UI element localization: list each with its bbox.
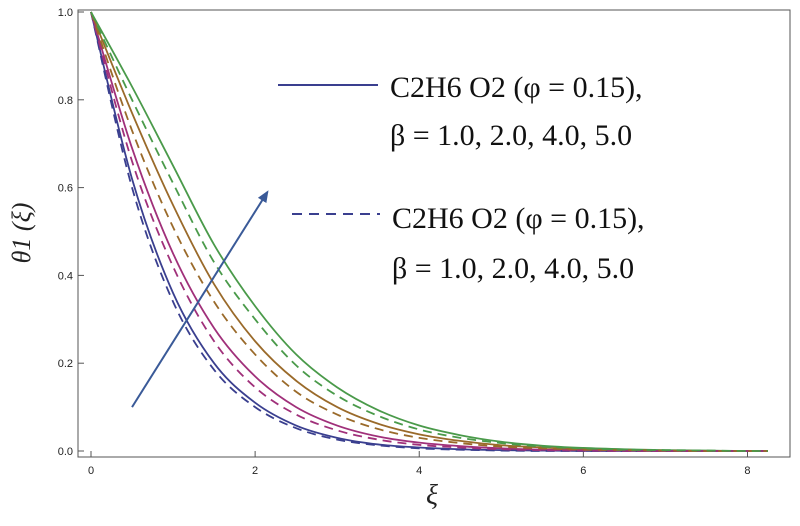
y-tick-label: 0.0 bbox=[58, 446, 73, 458]
x-tick-label: 0 bbox=[88, 465, 94, 477]
legend-dashed-line2: β = 1.0, 2.0, 4.0, 5.0 bbox=[392, 252, 634, 285]
legend-solid-line2: β = 1.0, 2.0, 4.0, 5.0 bbox=[390, 119, 632, 152]
y-tick-label: 0.6 bbox=[58, 183, 73, 195]
annotation-arrow bbox=[131, 190, 269, 408]
x-axis-title: ξ bbox=[426, 480, 438, 511]
legend-dashed-line1: C2H6 O2 (φ = 0.15), bbox=[392, 202, 645, 235]
y-axis-title: θ1 (ξ) bbox=[7, 203, 36, 264]
series-layer bbox=[90, 11, 769, 452]
series-line-dashed-4 bbox=[90, 11, 768, 452]
x-tick-label: 6 bbox=[580, 465, 586, 477]
x-tick-label: 8 bbox=[744, 465, 750, 477]
legend: C2H6 O2 (φ = 0.15), β = 1.0, 2.0, 4.0, 5… bbox=[278, 71, 645, 285]
x-axis-ticks: 0 2 4 6 8 bbox=[88, 451, 751, 477]
x-tick-label: 4 bbox=[416, 465, 422, 477]
plot-area-frame bbox=[77, 9, 791, 458]
series-line-dashed-7 bbox=[90, 11, 769, 452]
y-tick-label: 1.0 bbox=[58, 7, 73, 19]
y-tick-label: 0.4 bbox=[58, 270, 73, 282]
y-tick-label: 0.2 bbox=[58, 358, 73, 370]
x-tick-label: 2 bbox=[252, 465, 258, 477]
series-line-dashed-5 bbox=[90, 11, 768, 452]
legend-solid-line1: C2H6 O2 (φ = 0.15), bbox=[390, 71, 643, 104]
y-axis-ticks: 0.0 0.2 0.4 0.6 0.8 1.0 bbox=[58, 7, 84, 458]
y-tick-label: 0.8 bbox=[58, 95, 73, 107]
